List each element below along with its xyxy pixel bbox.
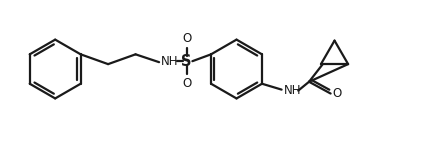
Text: O: O: [181, 77, 191, 90]
Text: O: O: [181, 32, 191, 45]
Text: NH: NH: [283, 84, 300, 97]
Text: O: O: [332, 87, 341, 100]
Text: S: S: [181, 54, 191, 69]
Text: NH: NH: [161, 55, 178, 68]
